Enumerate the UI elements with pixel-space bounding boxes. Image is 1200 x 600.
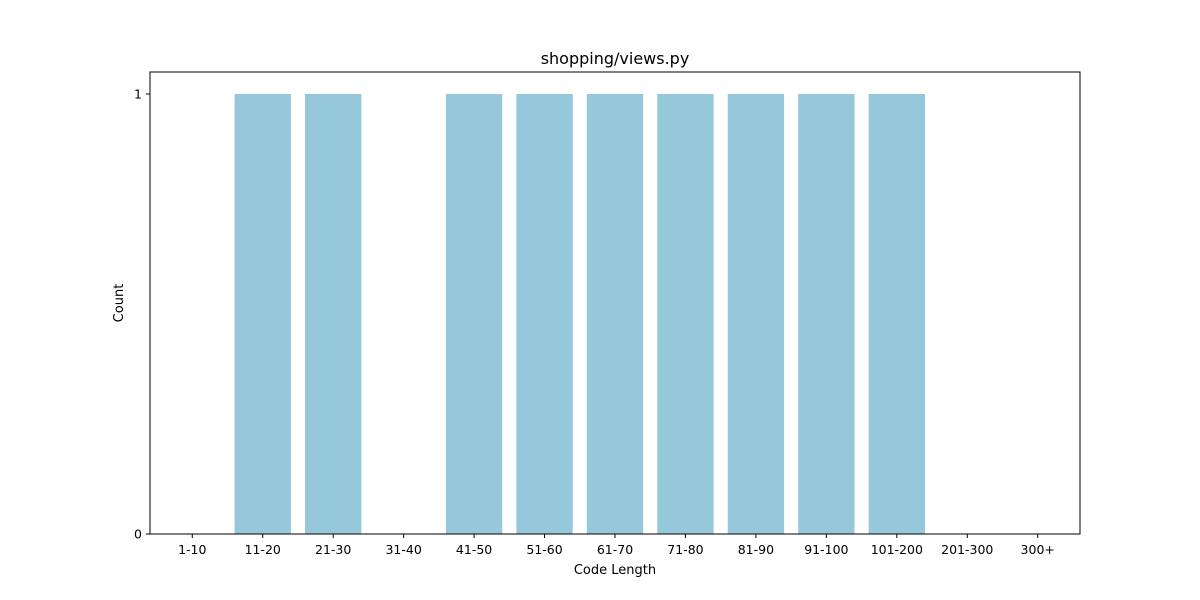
x-tick-label: 300+ (1021, 542, 1055, 557)
x-tick-label: 61-70 (597, 542, 633, 557)
bar-11-20 (235, 94, 291, 534)
x-tick-label: 41-50 (456, 542, 492, 557)
bar-21-30 (305, 94, 361, 534)
bar-91-100 (798, 94, 854, 534)
bar-41-50 (446, 94, 502, 534)
x-tick-label: 91-100 (804, 542, 848, 557)
x-tick-label: 71-80 (667, 542, 703, 557)
x-tick-label: 101-200 (871, 542, 923, 557)
y-ticks-group: 01 (134, 87, 150, 542)
x-tick-label: 31-40 (385, 542, 421, 557)
bars-group (235, 94, 925, 534)
y-tick-label: 1 (134, 87, 142, 102)
bar-81-90 (728, 94, 784, 534)
x-tick-label: 11-20 (245, 542, 281, 557)
x-tick-label: 1-10 (178, 542, 206, 557)
bar-51-60 (516, 94, 572, 534)
y-tick-label: 0 (134, 527, 142, 542)
y-axis-label: Count (112, 284, 127, 323)
chart-title: shopping/views.py (541, 49, 690, 68)
bar-61-70 (587, 94, 643, 534)
x-tick-label: 81-90 (738, 542, 774, 557)
x-tick-label: 21-30 (315, 542, 351, 557)
bar-101-200 (869, 94, 925, 534)
x-ticks-group: 1-10 11-20 21-30 31-40 41-50 51-60 61-70 71-80 8… (178, 534, 1055, 557)
x-axis-label: Code Length (574, 563, 656, 578)
bar-71-80 (657, 94, 713, 534)
x-tick-label: 201-300 (941, 542, 993, 557)
x-tick-label: 51-60 (526, 542, 562, 557)
